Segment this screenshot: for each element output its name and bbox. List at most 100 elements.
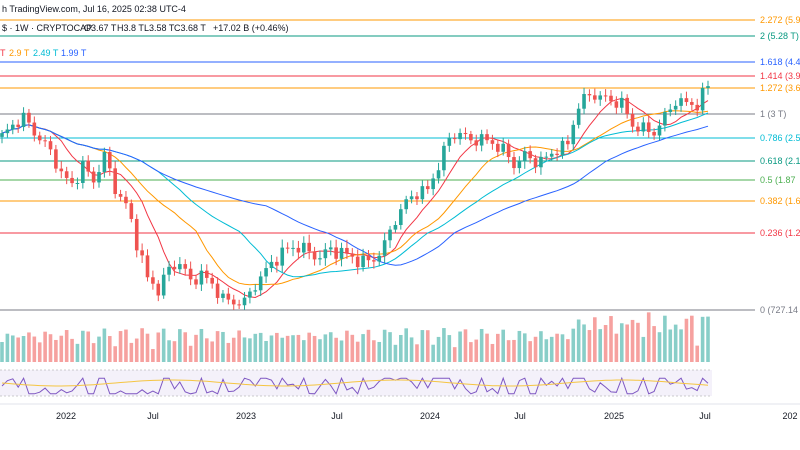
candle-body-112 [603, 95, 608, 97]
fib-label-5: 1 (3 T) [760, 109, 786, 119]
volume-bar-66 [355, 341, 360, 362]
candle-body-48 [258, 276, 263, 291]
candle-body-15 [81, 160, 85, 183]
volume-bar-1 [5, 333, 10, 362]
ma-value-0: T [0, 48, 6, 58]
candle-body-34 [183, 264, 188, 269]
volume-bar-4 [21, 336, 26, 362]
volume-bar-115 [619, 323, 624, 362]
candle-body-114 [614, 101, 619, 108]
volume-bar-128 [690, 315, 694, 362]
volume-bar-122 [657, 332, 662, 362]
candle-body-113 [609, 95, 613, 102]
candle-body-56 [302, 242, 306, 253]
symbol-label: $ · 1W · CRYPTOCAP [2, 23, 92, 33]
volume-bar-41 [221, 331, 225, 362]
volume-bar-63 [339, 340, 344, 362]
x-tick-4: 2024 [420, 411, 440, 421]
candle-body-118 [636, 126, 640, 132]
volume-bar-28 [151, 349, 155, 362]
candle-body-37 [199, 270, 204, 285]
volume-bar-40 [215, 331, 220, 362]
volume-bar-130 [700, 316, 705, 362]
candle-body-22 [118, 194, 123, 197]
candle-body-70 [377, 255, 382, 262]
candle-body-101 [544, 156, 549, 158]
volume-bar-55 [296, 334, 301, 362]
volume-bar-116 [625, 324, 629, 362]
x-tick-6: 2025 [604, 411, 624, 421]
low-value: L3.58 T [144, 23, 175, 33]
volume-bar-77 [415, 344, 419, 362]
volume-bar-25 [134, 338, 139, 362]
volume-bar-85 [458, 331, 462, 362]
volume-bar-69 [372, 340, 376, 362]
fib-label-7: 0.618 (2.1 [760, 156, 800, 166]
candle-body-0 [0, 133, 4, 137]
volume-bar-23 [124, 329, 128, 362]
published-label: h TradingView.com, Jul 16, 2025 02:38 UT… [2, 4, 186, 14]
candle-body-130 [700, 87, 705, 111]
candle-body-25 [134, 218, 139, 251]
volume-bar-109 [587, 330, 592, 362]
candle-body-116 [625, 97, 629, 114]
volume-bar-24 [129, 342, 134, 362]
ma-value-2: 2.49 T [33, 48, 59, 58]
candle-body-3 [16, 124, 20, 128]
candle-body-35 [188, 268, 193, 280]
volume-bar-126 [679, 329, 683, 362]
candle-body-23 [124, 196, 128, 204]
fib-label-11: 0 (727.14 [760, 305, 798, 315]
candle-body-20 [107, 152, 112, 169]
volume-bar-22 [118, 331, 123, 362]
volume-bar-58 [312, 335, 317, 362]
candle-body-102 [549, 153, 554, 157]
candle-body-79 [425, 186, 430, 190]
candle-body-47 [253, 290, 258, 292]
volume-bar-111 [598, 329, 603, 362]
candle-body-115 [619, 97, 624, 108]
candle-body-119 [641, 122, 646, 132]
volume-bar-13 [70, 338, 74, 362]
volume-bar-50 [269, 335, 274, 362]
volume-bar-44 [237, 330, 241, 362]
candle-body-51 [275, 261, 279, 266]
fib-label-3: 1.414 (3.9 [760, 71, 800, 81]
rsi-ma-line [1, 379, 709, 387]
candle-body-71 [382, 240, 387, 256]
candle-body-28 [151, 277, 155, 284]
candle-body-99 [533, 158, 538, 168]
candle-body-88 [474, 140, 479, 146]
volume-bar-33 [178, 329, 182, 362]
volume-bar-106 [571, 328, 576, 362]
volume-bar-89 [479, 328, 484, 362]
volume-bar-57 [307, 332, 311, 362]
candle-body-57 [307, 242, 311, 252]
candle-body-128 [690, 102, 694, 105]
candle-body-49 [264, 268, 268, 277]
candle-body-81 [436, 170, 441, 179]
candle-body-94 [506, 143, 511, 158]
volume-bar-26 [140, 328, 144, 362]
candle-body-75 [404, 199, 408, 210]
close-value: C3.68 T [174, 23, 206, 33]
volume-bar-38 [204, 338, 209, 362]
candle-body-107 [576, 108, 581, 125]
volume-bar-125 [673, 324, 678, 362]
candle-body-117 [630, 113, 635, 127]
volume-bar-17 [91, 343, 96, 362]
volume-bar-119 [641, 336, 646, 362]
volume-bar-15 [81, 330, 85, 362]
candle-body-87 [469, 134, 473, 141]
candle-body-127 [684, 98, 689, 103]
x-tick-3: Jul [331, 411, 343, 421]
volume-bar-129 [695, 345, 700, 362]
candle-body-89 [479, 134, 484, 146]
candle-body-8 [43, 140, 47, 142]
volume-bar-65 [350, 334, 355, 362]
rsi-line [1, 376, 709, 395]
volume-bar-100 [539, 331, 543, 362]
candle-body-6 [32, 122, 37, 136]
volume-bar-64 [345, 330, 349, 362]
x-tick-5: Jul [514, 411, 526, 421]
